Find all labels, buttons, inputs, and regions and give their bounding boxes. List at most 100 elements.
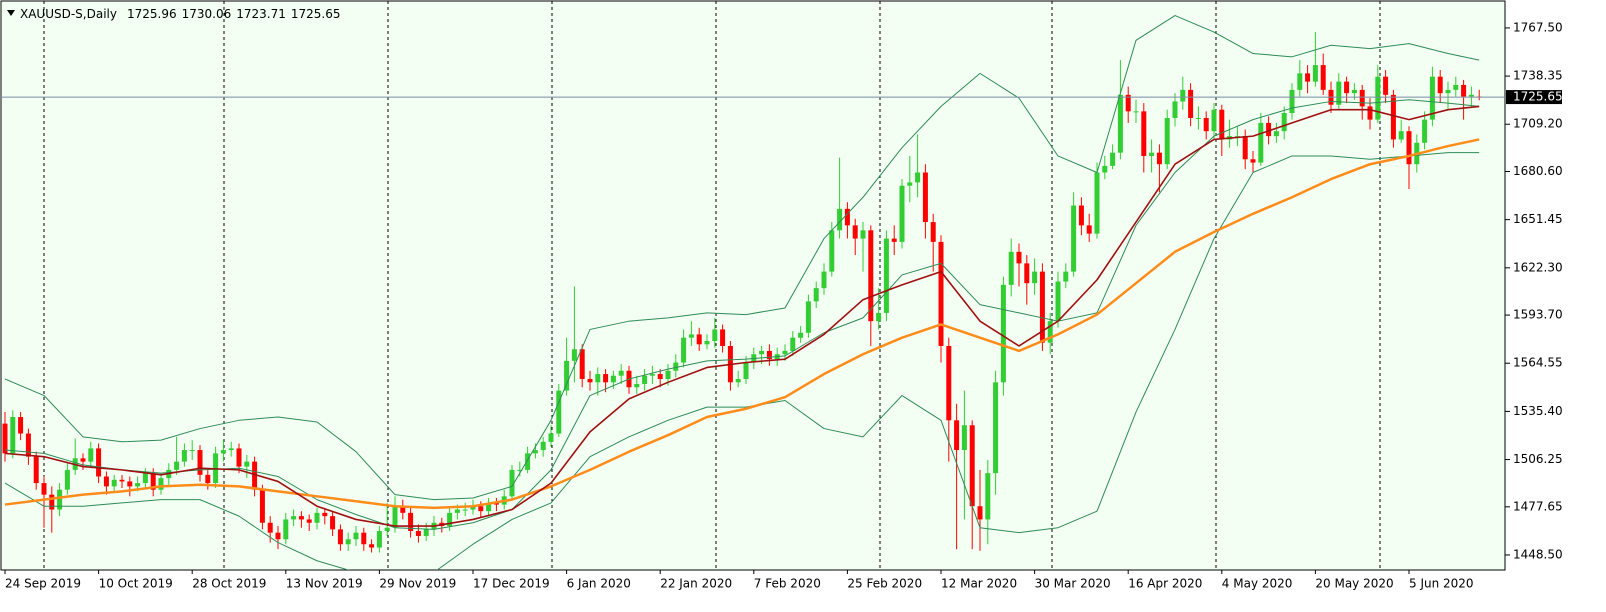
candle-body bbox=[361, 532, 367, 545]
candle-body bbox=[696, 334, 702, 345]
candle-body bbox=[1422, 119, 1428, 143]
candle-body bbox=[673, 362, 679, 371]
candle-body bbox=[759, 350, 765, 355]
candle-body bbox=[805, 301, 811, 333]
candle-body bbox=[25, 433, 31, 457]
candle-body bbox=[1258, 122, 1264, 163]
candle-body bbox=[57, 489, 63, 510]
candle-body bbox=[922, 172, 928, 223]
candle-body bbox=[735, 379, 741, 383]
candle-body bbox=[743, 362, 749, 380]
candle-body bbox=[1016, 251, 1022, 264]
candle-body bbox=[540, 441, 546, 451]
x-tick-label: 29 Nov 2019 bbox=[379, 577, 456, 591]
y-tick-label: 1622.30 bbox=[1513, 260, 1563, 274]
candle-body bbox=[376, 531, 382, 548]
x-tick-label: 30 Mar 2020 bbox=[1035, 577, 1111, 591]
candle-body bbox=[1133, 111, 1139, 113]
candle-body bbox=[821, 271, 827, 289]
candle-body bbox=[813, 288, 819, 302]
candle-body bbox=[493, 502, 499, 505]
candle-body bbox=[111, 479, 117, 487]
candle-body bbox=[384, 527, 390, 532]
menu-triangle[interactable] bbox=[7, 10, 15, 16]
x-tick-label: 24 Sep 2019 bbox=[5, 577, 81, 591]
candle-body bbox=[915, 172, 921, 183]
candle-body bbox=[525, 453, 531, 470]
candle-body bbox=[1437, 76, 1443, 94]
x-tick-label: 5 Jun 2020 bbox=[1409, 577, 1474, 591]
candle-body bbox=[1375, 76, 1381, 120]
candle-body bbox=[1149, 152, 1155, 156]
candle-body bbox=[392, 506, 398, 528]
candle-body bbox=[899, 185, 905, 242]
candle-body bbox=[985, 473, 991, 520]
candle-body bbox=[977, 506, 983, 520]
candle-body bbox=[306, 519, 312, 523]
candle-body bbox=[1266, 122, 1272, 137]
candle-body bbox=[1164, 117, 1170, 165]
candle-body bbox=[18, 417, 24, 434]
candle-body bbox=[1008, 251, 1014, 285]
candle-body bbox=[829, 230, 835, 272]
candle-body bbox=[88, 448, 94, 462]
candle-body bbox=[174, 461, 180, 470]
candle-body bbox=[1320, 65, 1326, 90]
candle-body bbox=[267, 522, 273, 533]
candle-body bbox=[369, 544, 375, 548]
candle-body bbox=[1297, 73, 1303, 90]
y-tick-label: 1680.60 bbox=[1513, 164, 1563, 178]
candle-body bbox=[954, 420, 960, 451]
candle-body bbox=[720, 329, 726, 346]
candle-body bbox=[681, 337, 687, 363]
candle-body bbox=[127, 481, 133, 487]
last-high: 1730.06 bbox=[182, 7, 232, 21]
indicator-line bbox=[4, 99, 1480, 530]
candle-body bbox=[345, 539, 351, 545]
plot-area bbox=[0, 0, 1506, 571]
indicator-line bbox=[4, 152, 1480, 570]
candle-body bbox=[642, 375, 648, 384]
x-tick-label: 25 Feb 2020 bbox=[847, 577, 922, 591]
candle-body bbox=[556, 390, 562, 434]
candle-body bbox=[119, 479, 125, 482]
candle-body bbox=[688, 334, 694, 338]
last-close: 1725.65 bbox=[291, 7, 341, 21]
candle-body bbox=[1032, 271, 1038, 284]
indicator-line bbox=[4, 105, 1480, 527]
candle-body bbox=[1094, 172, 1100, 234]
candle-body bbox=[649, 374, 655, 376]
candle-body bbox=[790, 337, 796, 351]
candle-body bbox=[665, 370, 671, 380]
current-price-label: 1725.65 bbox=[1513, 90, 1563, 104]
candle-body bbox=[1141, 111, 1147, 156]
candle-body bbox=[610, 375, 616, 383]
candle-body bbox=[1055, 281, 1061, 322]
candle-body bbox=[158, 478, 164, 490]
candle-body bbox=[41, 483, 47, 495]
candle-body bbox=[454, 509, 460, 513]
x-tick-label: 16 Apr 2020 bbox=[1128, 577, 1202, 591]
candle-body bbox=[1117, 94, 1123, 153]
candle-body bbox=[181, 450, 187, 462]
candle-body bbox=[220, 450, 226, 454]
candle-body bbox=[1039, 271, 1045, 343]
candle-body bbox=[564, 360, 570, 391]
current-price-box bbox=[1506, 90, 1562, 105]
candle-body bbox=[1359, 89, 1365, 107]
candle-body bbox=[1281, 113, 1287, 132]
candle-body bbox=[891, 238, 897, 242]
candle-body bbox=[1344, 81, 1350, 94]
candle-body bbox=[961, 425, 967, 451]
candle-body bbox=[283, 519, 289, 540]
candle-body bbox=[1234, 136, 1240, 138]
candle-body bbox=[868, 230, 874, 322]
candle-body bbox=[1351, 89, 1357, 94]
candle-body bbox=[634, 383, 640, 388]
x-tick-label: 12 Mar 2020 bbox=[941, 577, 1017, 591]
candle-body bbox=[1024, 263, 1030, 284]
candle-body bbox=[1273, 131, 1279, 137]
candle-body bbox=[1336, 81, 1342, 105]
candle-body bbox=[782, 350, 788, 355]
